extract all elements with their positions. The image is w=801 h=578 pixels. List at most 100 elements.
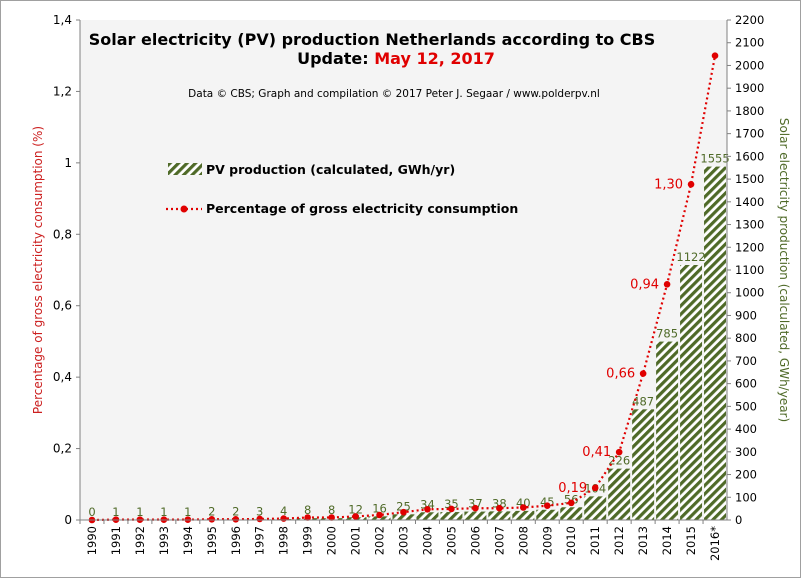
bar-value-label-1998: 4 <box>280 504 287 518</box>
x-tick-label-2006: 2006 <box>468 526 482 555</box>
percentage-point-2015 <box>687 180 695 188</box>
title-update-label: Update: <box>297 49 369 68</box>
bar-value-label-2016*: 1555 <box>700 152 729 166</box>
right-tick-label-2200: 2200 <box>735 13 764 27</box>
x-tick-label-1997: 1997 <box>253 526 267 555</box>
percentage-point-2010 <box>567 499 575 507</box>
x-tick-label-2007: 2007 <box>492 526 506 555</box>
bar-value-label-1995: 2 <box>208 505 215 519</box>
bar-value-label-1992: 1 <box>136 505 143 519</box>
right-tick-label-1600: 1600 <box>735 149 764 163</box>
bar-2007 <box>488 511 511 520</box>
percentage-point-2008 <box>520 504 527 511</box>
left-tick-label-1: 0,2 <box>53 442 72 456</box>
x-tick-label-1992: 1992 <box>133 526 147 555</box>
right-tick-label-400: 400 <box>735 422 757 436</box>
bar-2009 <box>536 509 559 520</box>
left-axis-ticks: 0 0,2 0,4 0,6 0,8 1 1,2 1,4 <box>53 13 80 527</box>
left-tick-label-4: 0,8 <box>53 227 72 241</box>
bar-2008 <box>512 510 535 520</box>
x-tick-label-1990: 1990 <box>85 526 99 555</box>
chart-title: Solar electricity (PV) production Nether… <box>89 30 656 68</box>
bar-2005 <box>440 512 463 520</box>
percentage-line-series <box>88 52 719 524</box>
right-tick-label-900: 900 <box>735 308 757 322</box>
right-tick-label-1900: 1900 <box>735 81 764 95</box>
x-tick-label-1993: 1993 <box>157 526 171 555</box>
bar-value-label-1997: 3 <box>256 504 263 518</box>
right-tick-label-200: 200 <box>735 468 757 482</box>
percentage-point-2004 <box>424 505 431 513</box>
bar-2016* <box>704 166 726 520</box>
title-line-2: Update: May 12, 2017 <box>297 49 495 68</box>
x-tick-label-2003: 2003 <box>397 526 411 555</box>
bar-2010 <box>560 507 583 520</box>
percentage-point-1997 <box>256 515 264 523</box>
x-tick-label-1999: 1999 <box>301 526 315 555</box>
bar-2006 <box>464 511 487 520</box>
percentage-label-2011: 0,19 <box>558 481 587 496</box>
percentage-point-1999 <box>304 514 311 521</box>
x-tick-label-1995: 1995 <box>205 526 219 555</box>
bar-value-label-2006: 37 <box>468 497 483 511</box>
bar-2011 <box>584 496 607 520</box>
left-tick-label-7: 1,4 <box>53 13 72 27</box>
bar-value-label-2003: 25 <box>396 499 411 513</box>
right-tick-label-800: 800 <box>735 331 757 345</box>
bar-value-label-2009: 45 <box>540 495 555 509</box>
bar-2003 <box>392 514 415 520</box>
right-tick-label-1300: 1300 <box>735 218 764 232</box>
bar-value-label-2004: 34 <box>420 497 435 511</box>
right-tick-label-1800: 1800 <box>735 104 764 118</box>
bar-2004 <box>416 512 439 520</box>
right-tick-label-100: 100 <box>735 490 757 504</box>
title-update-date: May 12, 2017 <box>374 49 495 68</box>
x-tick-label-1991: 1991 <box>109 526 123 555</box>
credits-text: Data © CBS; Graph and compilation © 2017… <box>188 88 600 100</box>
bar-value-label-2000: 8 <box>328 503 335 517</box>
percentage-label-2015: 1,30 <box>654 177 683 192</box>
legend-bar-swatch <box>168 163 202 175</box>
bar-value-label-1999: 8 <box>304 503 311 517</box>
percentage-point-2003 <box>400 508 407 516</box>
x-tick-label-2012: 2012 <box>612 526 626 555</box>
x-tick-label-2008: 2008 <box>516 526 530 555</box>
right-tick-label-1100: 1100 <box>735 263 764 277</box>
x-tick-label-2011: 2011 <box>588 526 602 555</box>
x-tick-label-2000: 2000 <box>325 526 339 555</box>
left-tick-label-6: 1,2 <box>53 84 72 98</box>
left-tick-label-0: 0 <box>64 513 72 527</box>
percentage-point-2006 <box>472 504 479 512</box>
percentage-point-2007 <box>496 504 503 512</box>
right-tick-label-0: 0 <box>735 513 742 527</box>
bar-value-label-1994: 1 <box>184 505 191 519</box>
percentage-point-2011 <box>591 484 599 492</box>
left-tick-label-3: 0,6 <box>53 299 72 313</box>
x-tick-label-2009: 2009 <box>540 526 554 555</box>
x-axis-ticks: 1990 1991 1992 1993 1994 1995 1996 1997 1998 1999… <box>79 520 722 561</box>
left-axis-label: Percentage of gross electricity consumpt… <box>31 126 45 414</box>
bar-value-label-1990: 0 <box>88 505 95 519</box>
percentage-point-2016* <box>711 52 719 60</box>
legend-bar-label: PV production (calculated, GWh/yr) <box>206 162 455 177</box>
x-tick-label-2002: 2002 <box>373 526 387 555</box>
right-tick-label-600: 600 <box>735 377 757 391</box>
bar-2013 <box>632 409 655 520</box>
bar-value-label-2007: 38 <box>492 496 507 510</box>
percentage-point-1996 <box>232 515 240 523</box>
percentage-point-labels: 0,19 0,41 0,66 0,94 1,30 <box>558 177 683 496</box>
left-tick-label-5: 1 <box>64 156 72 170</box>
right-tick-label-2100: 2100 <box>735 36 764 50</box>
right-tick-label-700: 700 <box>735 354 757 368</box>
percentage-label-2013: 0,66 <box>606 367 635 382</box>
right-tick-label-1200: 1200 <box>735 240 764 254</box>
bar-2015 <box>680 265 703 520</box>
bar-value-label-2012: 226 <box>608 454 630 468</box>
bar-2012 <box>608 468 631 520</box>
right-tick-label-1700: 1700 <box>735 127 764 141</box>
x-tick-label-1998: 1998 <box>277 526 291 555</box>
percentage-point-2000 <box>328 514 335 521</box>
bar-value-label-1996: 2 <box>232 505 239 519</box>
bar-value-label-2013: 487 <box>632 394 654 408</box>
right-tick-label-500: 500 <box>735 399 757 413</box>
